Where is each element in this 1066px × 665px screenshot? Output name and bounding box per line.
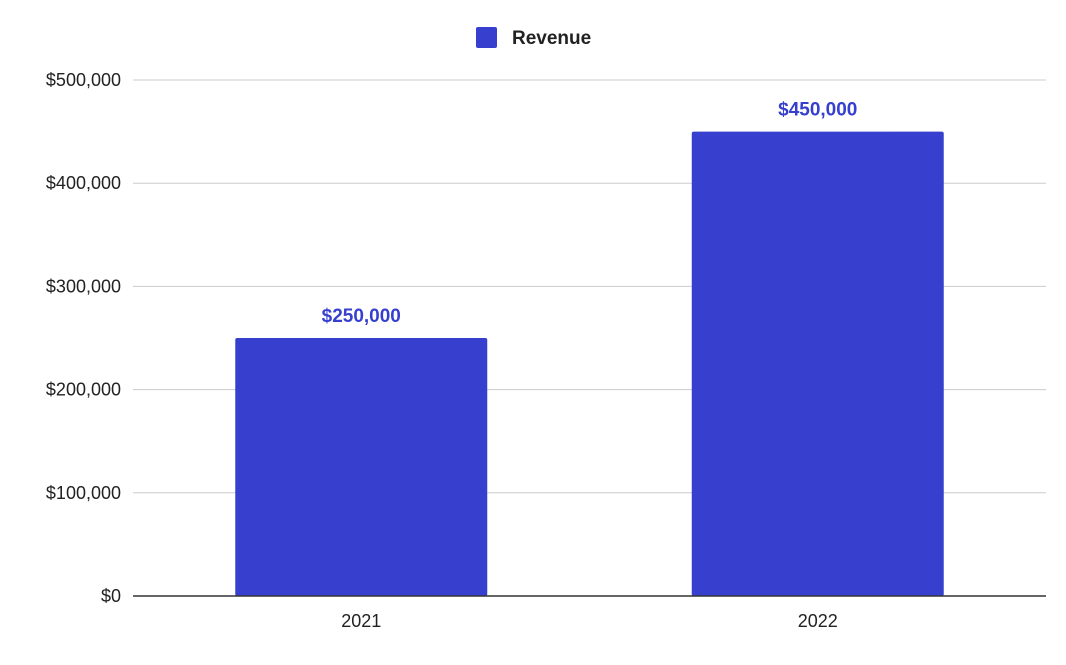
x-tick-label-2021: 2021 xyxy=(341,611,381,631)
y-axis-tick-labels: $0 $100,000 $200,000 $300,000 $400,000 $500,0… xyxy=(46,70,121,606)
data-labels: $250,000 $450,000 xyxy=(322,100,858,327)
data-label-2021: $250,000 xyxy=(322,306,401,327)
x-tick-label-2022: 2022 xyxy=(798,611,838,631)
bars xyxy=(235,131,944,596)
legend: Revenue xyxy=(476,27,591,49)
y-tick-label: $300,000 xyxy=(46,276,121,296)
y-tick-label: $100,000 xyxy=(46,483,121,503)
bar-2021 xyxy=(235,338,488,596)
y-tick-label: $400,000 xyxy=(46,173,121,193)
data-label-2022: $450,000 xyxy=(778,100,857,121)
bar-2022 xyxy=(691,131,944,596)
y-tick-label: $0 xyxy=(101,586,121,606)
legend-swatch-revenue xyxy=(476,27,497,48)
y-tick-label: $500,000 xyxy=(46,70,121,90)
x-axis-tick-labels: 2021 2022 xyxy=(341,611,838,631)
y-tick-label: $200,000 xyxy=(46,380,121,400)
legend-label-revenue: Revenue xyxy=(512,28,591,49)
